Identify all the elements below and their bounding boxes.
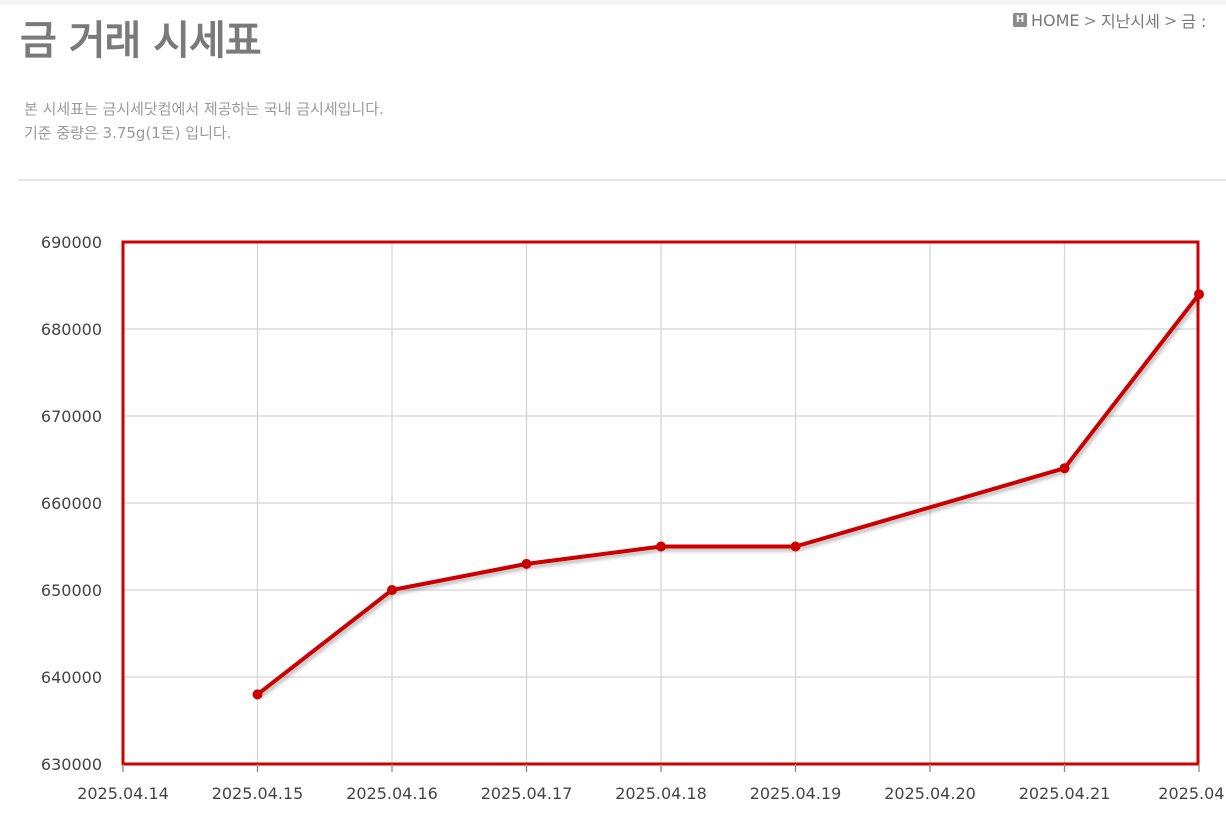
x-tick-label: 2025.04.18 bbox=[615, 784, 707, 803]
breadcrumb-gold[interactable]: 금 : bbox=[1181, 12, 1207, 31]
x-tick-label: 2025.04.17 bbox=[481, 784, 573, 803]
price-line-chart: 690000 680000 670000 660000 650000 640000 6300… bbox=[41, 233, 1226, 803]
x-tick-label: 2025.04.2 bbox=[1158, 784, 1226, 803]
home-icon[interactable]: H bbox=[1013, 13, 1027, 27]
data-point bbox=[252, 689, 263, 700]
data-point bbox=[1059, 463, 1070, 474]
x-tick-label: 2025.04.20 bbox=[884, 784, 976, 803]
series-line bbox=[255, 292, 1201, 697]
data-point bbox=[656, 541, 666, 552]
y-tick-label: 680000 bbox=[41, 320, 102, 339]
divider bbox=[18, 179, 1226, 181]
description-line: 본 시세표는 금시세닷컴에서 제공하는 국내 금시세입니다. bbox=[24, 100, 384, 118]
x-tick-label: 2025.04.15 bbox=[212, 784, 304, 803]
x-tick-label: 2025.04.19 bbox=[750, 784, 842, 803]
breadcrumb-home[interactable]: HOME bbox=[1031, 10, 1080, 30]
x-tick-label: 2025.04.14 bbox=[77, 784, 169, 803]
y-tick-label: 640000 bbox=[41, 668, 102, 687]
y-tick-label: 660000 bbox=[41, 494, 102, 513]
breadcrumb: H HOME > 지난시세 > 금 : bbox=[1013, 8, 1206, 32]
y-tick-label: 670000 bbox=[41, 407, 102, 426]
chevron-right-icon: > bbox=[1163, 10, 1178, 30]
data-point bbox=[790, 541, 801, 552]
data-point bbox=[387, 585, 397, 595]
data-point bbox=[521, 558, 532, 569]
chevron-right-icon: > bbox=[1083, 10, 1097, 30]
y-tick-label: 650000 bbox=[41, 581, 102, 600]
data-point bbox=[1194, 289, 1204, 300]
description-line: 기준 중량은 3.75g(1돈) 입니다. bbox=[24, 124, 232, 142]
y-tick-label: 630000 bbox=[41, 755, 102, 774]
page-description: 본 시세표는 금시세닷컴에서 제공하는 국내 금시세입니다. 기준 중량은 3.… bbox=[24, 97, 384, 145]
y-tick-label: 690000 bbox=[41, 233, 102, 252]
breadcrumb-past-prices[interactable]: 지난시세 bbox=[1100, 12, 1160, 31]
top-strip bbox=[0, 0, 1226, 5]
x-tick-label: 2025.04.16 bbox=[346, 784, 438, 803]
page-title: 금 거래 시세표 bbox=[20, 18, 262, 64]
x-tick-label: 2025.04.21 bbox=[1019, 784, 1111, 803]
